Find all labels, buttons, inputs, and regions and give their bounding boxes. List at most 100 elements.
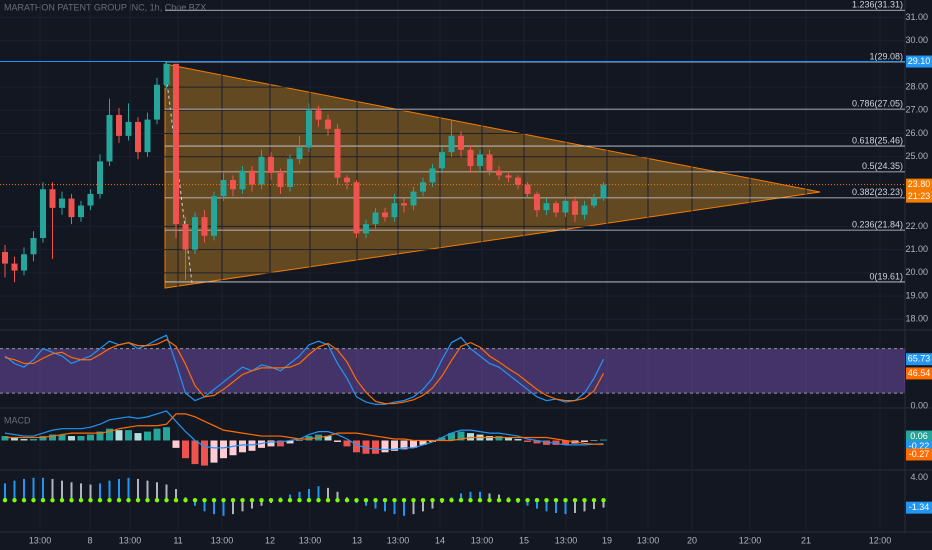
x-tick-label: 19: [602, 535, 612, 545]
momentum-bar: [127, 477, 130, 501]
macd-histogram-bar: [296, 440, 303, 441]
momentum-bar: [194, 500, 196, 506]
candle-body: [249, 170, 255, 185]
x-tick-label: 12:00: [869, 535, 892, 545]
macd-histogram-bar: [448, 433, 455, 441]
momentum-bar: [203, 500, 206, 512]
candle-body: [534, 193, 540, 211]
candle-body: [429, 168, 436, 183]
x-tick-label: 20: [687, 535, 697, 545]
zero-dot: [97, 497, 103, 503]
candle-body: [268, 156, 274, 174]
macd-histogram-bar: [391, 440, 398, 451]
candle-body: [192, 217, 198, 250]
candle-body: [391, 203, 398, 218]
momentum-bar: [403, 500, 405, 516]
value-box-label: 46.54: [908, 368, 931, 378]
candle-body: [467, 149, 474, 167]
zero-dot: [192, 497, 198, 503]
momentum-bar: [308, 488, 310, 501]
macd-histogram-bar: [419, 440, 427, 445]
zero-dot: [21, 497, 27, 503]
macd-histogram-bar: [524, 440, 531, 442]
zero-dot: [221, 497, 226, 503]
candle-body: [2, 251, 8, 264]
macd-histogram-bar: [457, 431, 465, 441]
signal-line: [5, 413, 604, 446]
candle-body: [116, 114, 122, 136]
macd-histogram-bar: [372, 440, 379, 454]
value-box-label: -1.34: [909, 502, 930, 512]
macd-histogram-bar: [267, 440, 275, 447]
momentum-bar: [327, 487, 329, 501]
macd-histogram-bar: [1, 436, 9, 441]
macd-histogram-bar: [201, 440, 208, 466]
momentum-bar: [555, 500, 557, 514]
y-tick-label: 0.00: [910, 400, 928, 410]
candle-body: [135, 121, 141, 153]
zero-dot: [458, 497, 464, 503]
candle-body: [477, 154, 483, 167]
x-tick-label: 12: [265, 535, 275, 545]
fib-label: 1(29.08): [869, 51, 903, 61]
candle-body: [382, 212, 388, 218]
momentum-bar: [393, 500, 396, 515]
candle-body: [334, 128, 341, 178]
momentum-bar: [365, 500, 367, 506]
y-tick-label: 21.00: [905, 244, 928, 254]
candle-body: [353, 182, 360, 234]
zero-dot: [601, 497, 606, 503]
macd-histogram-bar: [77, 436, 85, 441]
momentum-bar: [23, 478, 25, 501]
zero-dot: [553, 497, 559, 503]
zero-dot: [373, 497, 378, 503]
candle-body: [306, 110, 312, 148]
momentum-bar: [175, 488, 177, 501]
candle-body: [420, 182, 426, 192]
zero-dot: [259, 497, 264, 503]
momentum-bar: [89, 484, 92, 501]
candle-body: [315, 110, 322, 120]
macd-histogram-bar: [87, 434, 94, 441]
macd-histogram-bar: [125, 430, 132, 441]
macd-histogram-bar: [172, 440, 180, 448]
macd-line: [4, 410, 604, 450]
candle-body: [87, 193, 94, 206]
zero-dot: [572, 497, 578, 503]
zero-dot: [468, 497, 473, 503]
zero-dot: [354, 497, 359, 503]
momentum-bar: [488, 493, 491, 501]
macd-histogram-bar: [239, 440, 246, 453]
candle-body: [287, 159, 293, 187]
momentum-bar: [298, 491, 301, 501]
macd-histogram-bar: [353, 440, 360, 453]
x-tick-label: 14: [435, 535, 445, 545]
macd-histogram-bar: [334, 440, 341, 442]
zero-dot: [306, 497, 312, 503]
candle-body: [562, 200, 569, 213]
macd-histogram-bar: [590, 440, 598, 441]
momentum-bar: [213, 500, 215, 515]
candle-body: [125, 121, 132, 136]
macd-histogram-bar: [400, 440, 408, 450]
x-tick-label: 13:00: [471, 535, 494, 545]
x-tick-label: 13:00: [555, 535, 578, 545]
candle-body: [515, 177, 521, 185]
candle-body: [553, 203, 559, 213]
macd-histogram-bar: [305, 436, 313, 441]
candle-body: [49, 189, 56, 208]
momentum-bar: [593, 500, 595, 510]
countdown: 21:23: [908, 191, 931, 201]
momentum-bar: [536, 500, 538, 509]
momentum-bar: [80, 483, 82, 501]
zero-dot: [401, 497, 407, 503]
momentum-bar: [13, 480, 16, 501]
x-tick-label: 21: [801, 535, 811, 545]
macd-histogram-bar: [600, 439, 607, 441]
momentum-bar: [222, 500, 225, 516]
x-tick-label: 13:00: [637, 535, 660, 545]
momentum-bar: [165, 484, 168, 501]
momentum-bar: [498, 494, 500, 501]
candle-body: [154, 84, 160, 120]
